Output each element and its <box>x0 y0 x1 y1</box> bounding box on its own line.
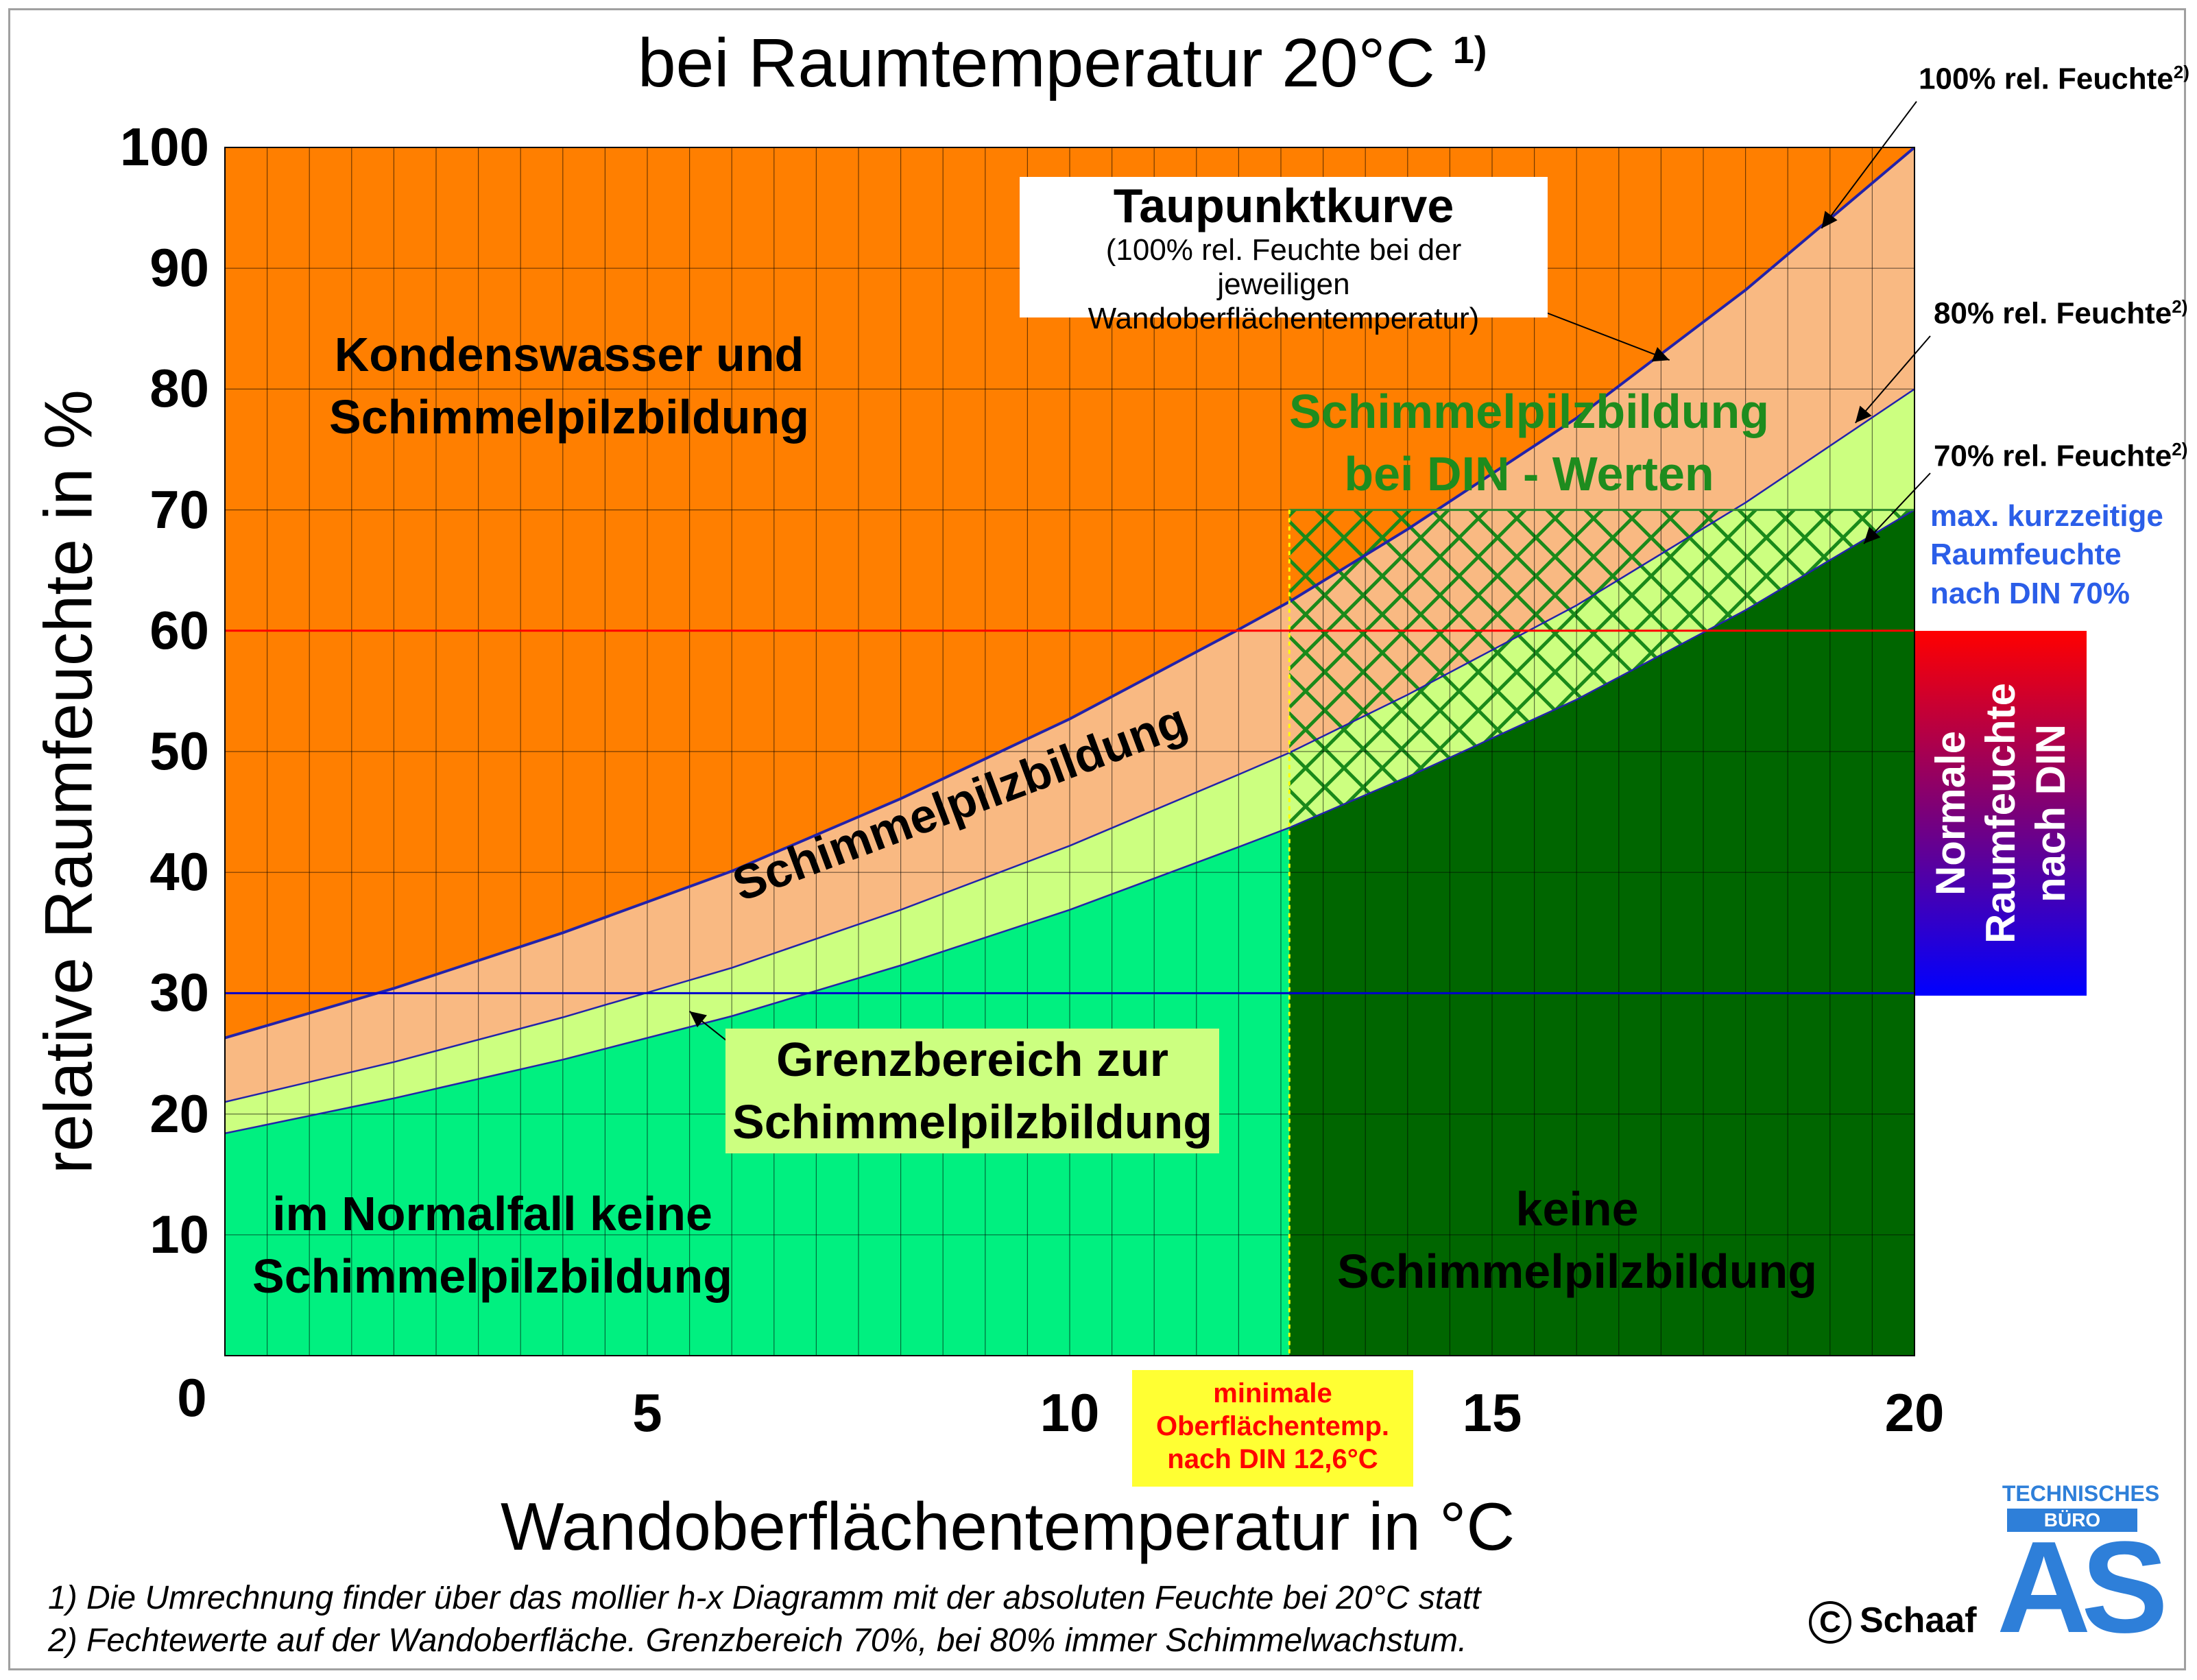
label-taupunkt-sub2: jeweiligen Wandoberflächentemperatur) <box>1088 267 1480 335</box>
plot-border <box>224 147 1915 1356</box>
label-rh80: 80% rel. Feuchte2) <box>1934 296 2188 331</box>
y-tick-label: 90 <box>149 237 209 298</box>
y-tick-label: 10 <box>149 1203 209 1264</box>
copyright-mark: C Schaaf <box>1809 1600 1977 1644</box>
y-tick-label: 60 <box>149 599 209 660</box>
y-tick-label: 20 <box>149 1083 209 1144</box>
copyright-icon: C <box>1809 1601 1851 1644</box>
label-rh100: 100% rel. Feuchte2) <box>1919 62 2189 96</box>
label-normal-no-mold: im Normalfall keine Schimmelpilzbildung <box>252 1187 733 1303</box>
y-tick-label: 70 <box>149 479 209 540</box>
label-taupunkt-sub1: (100% rel. Feuchte bei der <box>1105 233 1462 267</box>
label-max-din: max. kurzzeitige Raumfeuchte nach DIN 70% <box>1930 499 2163 610</box>
y-tick-label: 30 <box>149 962 209 1023</box>
x-tick-label: 10 <box>1040 1382 1100 1443</box>
arrow-rh70-head <box>1864 527 1881 544</box>
x-tick-label: 5 <box>632 1382 662 1443</box>
footnote-1: 1) Die Umrechnung finder über das mollie… <box>48 1580 1481 1616</box>
x-tick-label: 0 <box>177 1367 207 1428</box>
din-normal-humidity-box: Normale Raumfeuchte nach DIN <box>1915 631 2087 996</box>
arrow-rh70 <box>1863 472 1931 544</box>
y-tick-label: 40 <box>149 841 209 902</box>
arrow-taupunkt-head <box>1651 347 1670 362</box>
x-axis-label: Wandoberflächentemperatur in °C <box>501 1489 1515 1564</box>
arrow-border-zone-head <box>689 1011 707 1028</box>
arrow-rh100-head <box>1821 211 1838 229</box>
curve-100% rel. Feuchte <box>225 147 1914 1040</box>
arrow-taupunkt <box>1546 312 1670 361</box>
curve-80% rel. Feuchte <box>225 388 1914 1103</box>
label-condensation: Kondenswasser und Schimmelpilzbildung <box>329 328 810 444</box>
label-border-zone: Grenzbereich zur Schimmelpilzbildung <box>725 1029 1220 1153</box>
hatched-din-zone <box>1289 509 1914 828</box>
region-no-mold <box>1289 509 1914 1356</box>
chart-title: bei Raumtemperatur 20°C 1) <box>638 25 1487 101</box>
chart-frame <box>8 8 2186 1670</box>
arrow-rh80-head <box>1855 405 1872 423</box>
label-taupunkt-box: Taupunktkurve (100% rel. Feuchte bei der… <box>1020 177 1548 335</box>
y-tick-label: 100 <box>119 117 209 177</box>
arrow-rh80 <box>1855 335 1931 424</box>
brand-logo: TECHNISCHES BÜRO AS <box>1997 1481 2168 1660</box>
x-tick-label: 15 <box>1462 1382 1522 1443</box>
curve-70% rel. Feuchte <box>225 509 1914 1135</box>
label-min-surface-temp: minimale Oberflächentemp. nach DIN 12,6°C <box>1132 1370 1413 1487</box>
footnote-2: 2) Fechtewerte auf der Wandoberfläche. G… <box>48 1622 1467 1659</box>
label-rh70: 70% rel. Feuchte2) <box>1934 439 2188 473</box>
x-tick-label: 20 <box>1884 1382 1945 1443</box>
label-din-mold: Schimmelpilzbildung bei DIN - Werten <box>1289 385 1770 501</box>
label-taupunkt-title: Taupunktkurve <box>1113 179 1454 232</box>
label-no-mold: keine Schimmelpilzbildung <box>1337 1182 1818 1298</box>
arrow-rh100 <box>1821 101 1917 229</box>
y-tick-label: 50 <box>149 721 209 781</box>
y-tick-label: 80 <box>149 358 209 419</box>
